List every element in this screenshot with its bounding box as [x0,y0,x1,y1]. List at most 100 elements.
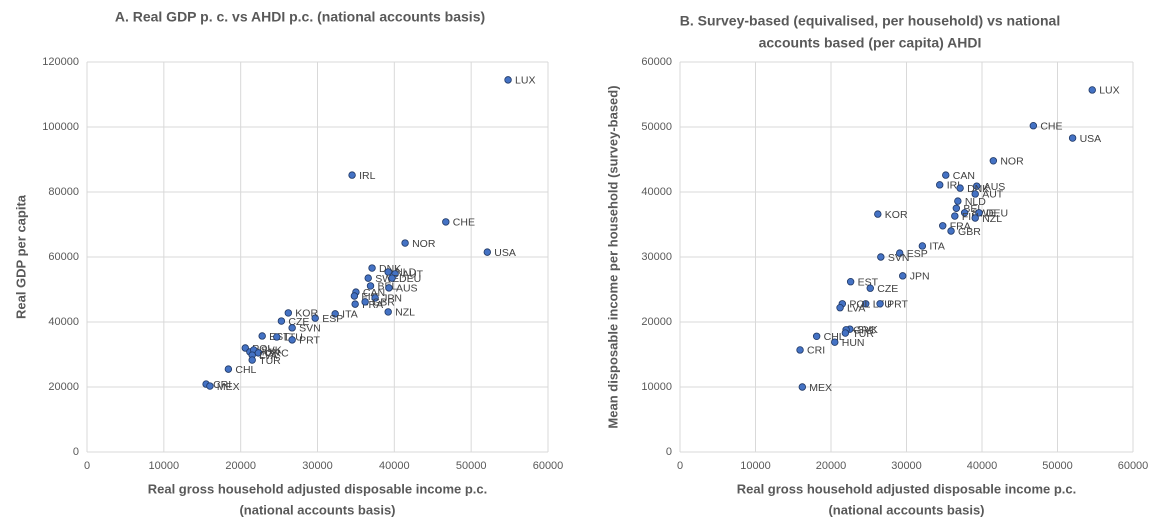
point [973,182,981,190]
x-tick-label: 50000 [456,460,487,472]
point [936,181,944,189]
point [1029,121,1038,130]
point [368,264,376,272]
point [364,274,372,282]
point-label: LUX [1099,85,1119,97]
point [841,329,850,337]
point-label: EST [858,276,879,288]
point-label: GRC [265,348,289,360]
point [862,300,870,308]
point [248,356,256,364]
point [866,284,874,292]
point-label: SVK [857,324,878,336]
point [975,209,983,217]
point [971,214,979,222]
x-tick-label: 50000 [1042,460,1073,472]
x-tick-label: 10000 [740,460,771,472]
y-tick-label: 10000 [641,381,672,393]
point-label: PRT [299,335,320,347]
point [846,278,855,286]
point-label: JPN [910,271,930,283]
point [288,336,296,344]
point [812,332,821,340]
point [385,284,393,292]
point-label: AUS [396,283,418,295]
x-axis-label: (national accounts basis) [239,502,395,517]
point [288,324,296,332]
point [836,304,844,312]
y-tick-label: 60000 [641,56,672,68]
point [877,253,885,261]
point [277,317,286,325]
point [918,242,927,250]
point [896,249,904,257]
x-tick-label: 60000 [533,460,564,472]
point [350,292,359,300]
point-label: CAN [363,287,385,299]
point [206,382,214,390]
point-label: AUS [984,181,1006,193]
point-label: MEX [217,381,240,393]
point [942,171,950,179]
point-label: IRL [359,170,376,182]
x-tick-label: 40000 [967,460,998,472]
y-tick-label: 40000 [641,186,672,198]
x-tick-label: 30000 [891,460,922,472]
point-label: LVA [847,302,865,314]
point-label: USA [1080,133,1102,145]
x-tick-label: 10000 [149,460,180,472]
point-label: SVK [261,345,282,357]
y-tick-label: 50000 [641,121,672,133]
point-label: GRC [853,325,877,337]
point-label: CHE [453,217,475,229]
point [361,298,369,306]
x-axis-label: Real gross household adjusted disposable… [148,481,488,496]
point-label: ITA [929,241,945,253]
y-tick-label: 20000 [48,381,79,393]
point-label: TUR [852,328,874,340]
point [1088,86,1096,94]
point-label: NLD [965,196,986,208]
point-label: PRT [887,299,908,311]
point-label: NOR [1000,156,1024,168]
x-tick-label: 60000 [1118,460,1149,472]
point-label: CRI [807,345,825,357]
x-tick-label: 0 [84,460,90,472]
point [311,314,319,322]
point-label: CRI [213,379,231,391]
point [954,197,962,205]
point [798,383,807,391]
chart-title: A. Real GDP p. c. vs AHDI p.c. (national… [115,9,485,25]
x-tick-label: 20000 [225,460,256,472]
point [442,218,450,226]
point-label: DEU [986,208,1008,220]
x-axis-label: (national accounts basis) [828,502,984,517]
x-tick-label: 40000 [379,460,410,472]
point [899,272,907,280]
point-label: CAN [953,170,975,182]
x-tick-label: 30000 [302,460,333,472]
point-label: TUR [259,355,281,367]
point [951,212,959,220]
point-label: HUN [842,337,865,349]
point [388,274,396,282]
point [331,310,339,318]
point [831,338,839,346]
y-tick-label: 20000 [641,316,672,328]
point-label: HUN [257,347,280,359]
y-tick-label: 30000 [641,251,672,263]
point-label: SVN [888,252,910,264]
point [874,210,882,218]
point [989,157,998,165]
point-label: CZE [877,283,898,295]
point-label: AUT [982,189,1004,201]
point [241,344,249,352]
point [971,190,979,198]
y-tick-label: 80000 [48,186,79,198]
point-label: GBR [372,297,395,309]
point [348,171,356,179]
point [960,209,969,217]
point-label: JPN [382,293,402,305]
point-label: NZL [982,213,1002,225]
